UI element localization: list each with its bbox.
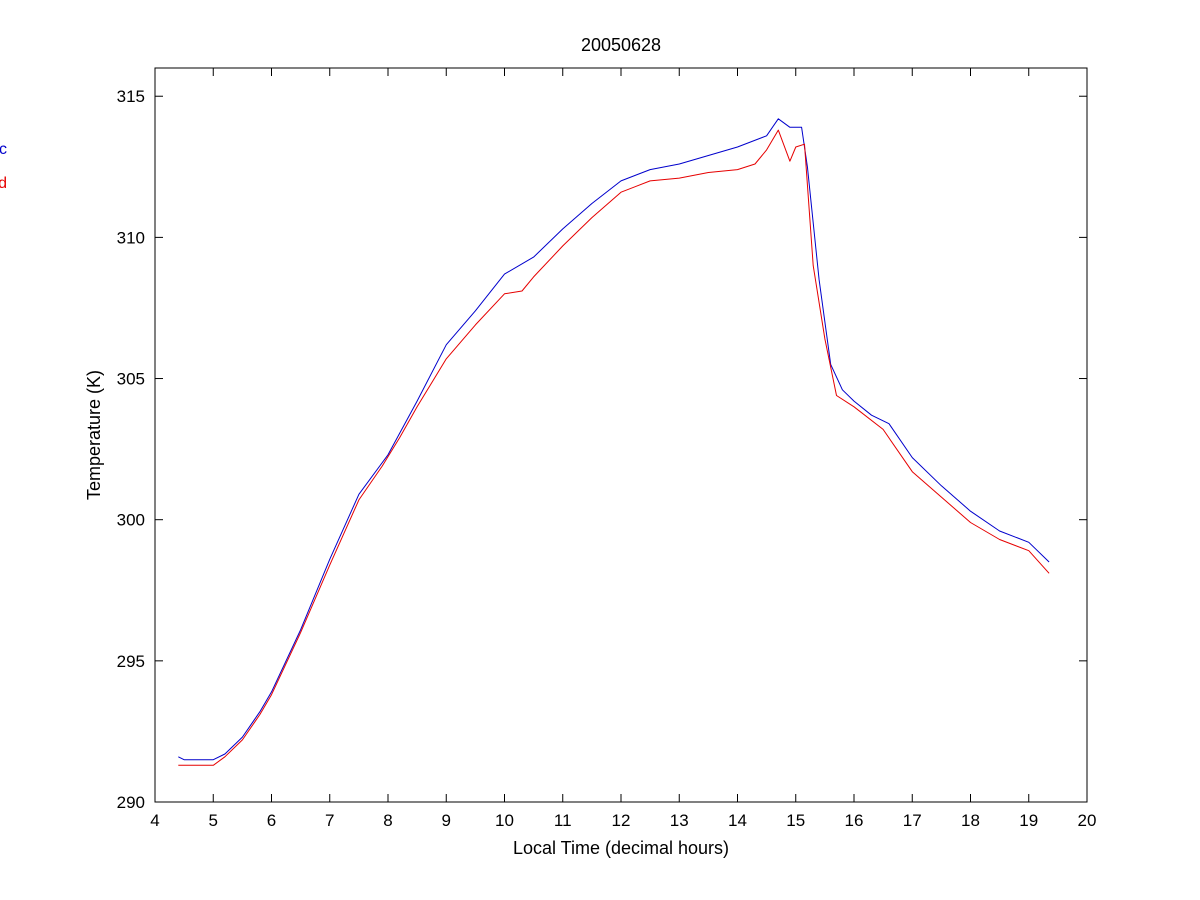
x-tick-label: 12 — [612, 811, 631, 830]
plot-area — [155, 68, 1087, 802]
x-tick-label: 13 — [670, 811, 689, 830]
x-tick-label: 15 — [786, 811, 805, 830]
y-axis-label: Temperature (K) — [84, 370, 104, 500]
x-tick-label: 16 — [845, 811, 864, 830]
y-tick-label: 295 — [117, 652, 145, 671]
x-tick-label: 6 — [267, 811, 276, 830]
y-axis-ticks: 290 295 300 305 310 315 — [117, 87, 1087, 812]
x-tick-label: 18 — [961, 811, 980, 830]
series-layer — [178, 118, 1050, 766]
series-line-1 — [178, 129, 1050, 766]
x-tick-label: 4 — [150, 811, 159, 830]
x-tick-label: 19 — [1019, 811, 1038, 830]
series-line-0 — [178, 118, 1050, 761]
x-tick-label: 20 — [1078, 811, 1097, 830]
x-tick-label: 11 — [554, 811, 572, 830]
x-tick-label: 17 — [903, 811, 922, 830]
legend-entry-label: d — [0, 175, 7, 192]
y-tick-label: 290 — [117, 793, 145, 812]
x-tick-label: 10 — [495, 811, 514, 830]
x-axis-ticks: 4 5 6 7 8 9 10 11 12 13 14 15 16 17 18 19 20 — [150, 68, 1096, 830]
x-tick-label: 14 — [728, 811, 747, 830]
x-axis-label: Local Time (decimal hours) — [513, 838, 729, 858]
x-tick-label: 8 — [383, 811, 392, 830]
y-tick-label: 300 — [117, 511, 145, 530]
x-tick-label: 9 — [442, 811, 451, 830]
y-tick-label: 310 — [117, 228, 145, 247]
x-tick-label: 7 — [325, 811, 334, 830]
legend: cd — [0, 141, 7, 192]
x-tick-label: 5 — [209, 811, 218, 830]
y-tick-label: 315 — [117, 87, 145, 106]
legend-entry-label: c — [0, 141, 7, 158]
chart-title: 20050628 — [581, 35, 661, 55]
y-tick-label: 305 — [117, 370, 145, 389]
